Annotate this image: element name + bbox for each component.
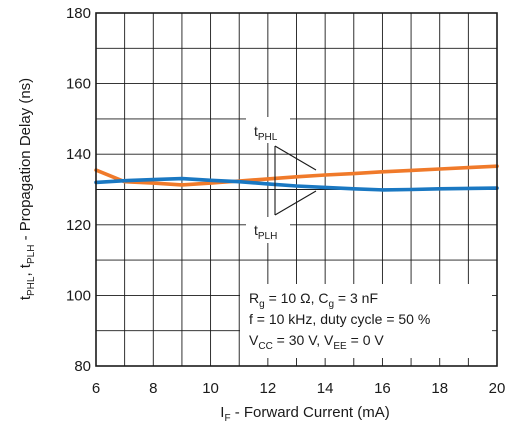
- tplh-leader-line: [274, 190, 317, 216]
- y-axis-label: tPHL, tPLH - Propagation Delay (ns): [17, 78, 37, 300]
- tphl-label-bg: [246, 117, 290, 143]
- tick-labels: 6 8 10 12 14 16 18 20 80 100 120 140 160 180: [66, 5, 505, 397]
- x-tick-label: 16: [374, 380, 391, 397]
- y-tick-label: 140: [66, 146, 91, 163]
- x-tick-label: 18: [431, 380, 448, 397]
- series-line-tphl: [94, 164, 499, 187]
- y-tick-label: 160: [66, 76, 91, 93]
- x-tick-label: 10: [202, 380, 219, 397]
- x-tick-label: 6: [92, 380, 100, 397]
- x-tick-label: 20: [489, 380, 506, 397]
- x-tick-label: 8: [149, 380, 157, 397]
- x-axis-label: IF - Forward Current (mA): [220, 404, 389, 424]
- y-tick-label: 80: [74, 358, 91, 375]
- y-tick-label: 120: [66, 217, 91, 234]
- x-tick-label: 14: [317, 380, 334, 397]
- condition-line: VCC = 30 V, VEE = 0 V: [249, 332, 384, 352]
- tplh-label-bg: [246, 217, 290, 243]
- condition-line: Rg = 10 Ω, Cg = 3 nF: [249, 290, 378, 310]
- condition-line: f = 10 kHz, duty cycle = 50 %: [249, 311, 430, 327]
- annotation-layer: tPHL tPLH Rg = 10 Ω, Cg = 3 nFf = 10 kHz, …: [240, 117, 492, 358]
- tphl-label: tPHL: [254, 123, 278, 143]
- series-layer: [94, 164, 499, 192]
- tphl-leader-line: [274, 145, 317, 171]
- y-tick-label: 100: [66, 287, 91, 304]
- y-tick-label: 180: [66, 5, 91, 22]
- plot-frame: [95, 12, 498, 367]
- tplh-label: tPLH: [254, 222, 277, 242]
- conditions-box: [240, 284, 492, 358]
- series-line-tplh: [94, 176, 499, 192]
- x-tick-label: 12: [260, 380, 277, 397]
